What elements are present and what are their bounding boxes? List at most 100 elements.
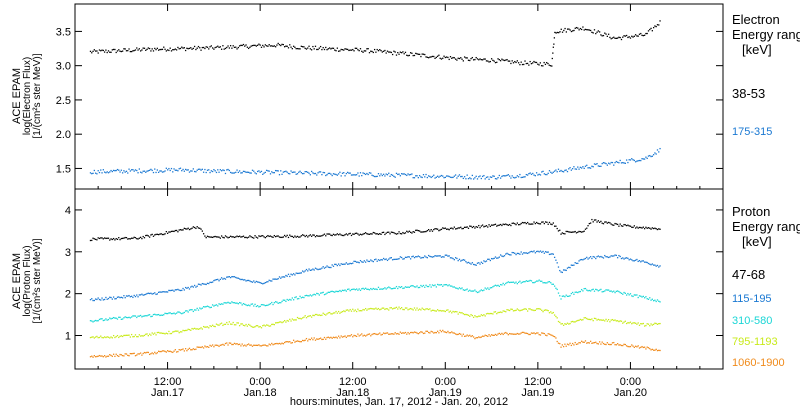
data-point (304, 47, 306, 50)
data-point (390, 51, 392, 54)
data-point (454, 174, 457, 176)
data-point (355, 288, 358, 290)
data-point (481, 175, 484, 178)
data-point (391, 231, 394, 234)
data-point (330, 313, 332, 315)
data-point (148, 333, 151, 335)
data-point (403, 173, 405, 175)
electron-legend-title: Electron (732, 12, 780, 27)
data-point (569, 322, 571, 325)
data-point (497, 284, 499, 287)
data-point (152, 171, 155, 174)
data-point (141, 49, 143, 51)
data-point (173, 290, 175, 292)
data-point (376, 333, 378, 336)
data-point (161, 171, 164, 173)
data-point (145, 171, 147, 173)
data-point (350, 234, 353, 237)
data-point (565, 230, 567, 233)
data-point (244, 170, 246, 173)
data-point (388, 258, 390, 260)
data-point (325, 266, 327, 268)
data-point (553, 37, 556, 39)
data-point (125, 236, 128, 239)
x-tick-label-time: 12:00 (524, 376, 552, 388)
data-point (552, 52, 554, 54)
data-point (244, 325, 246, 327)
data-point (658, 266, 660, 268)
data-point (646, 346, 648, 348)
data-point (451, 227, 453, 229)
data-point (349, 335, 351, 337)
data-point (507, 224, 509, 226)
data-point (520, 61, 522, 63)
data-point (352, 308, 354, 310)
data-point (147, 170, 149, 172)
data-point (429, 284, 431, 286)
data-point (438, 255, 440, 257)
data-point (619, 344, 621, 346)
electron-legend-subtitle: Energy ranges (732, 27, 800, 42)
data-point (591, 31, 593, 33)
data-point (358, 310, 360, 312)
data-point (573, 321, 575, 323)
data-point (125, 353, 128, 355)
data-point (258, 326, 260, 328)
data-point (411, 331, 413, 334)
data-point (399, 175, 401, 177)
data-point (283, 46, 286, 48)
data-point (604, 343, 606, 345)
data-point (456, 177, 458, 179)
data-point (481, 224, 484, 226)
data-point (391, 288, 394, 290)
data-point (409, 52, 412, 54)
data-point (413, 256, 416, 259)
data-point (260, 46, 263, 48)
data-point (463, 335, 466, 337)
data-point (425, 256, 427, 258)
data-point (564, 269, 566, 271)
data-point (192, 348, 194, 350)
data-point (204, 306, 206, 308)
data-point (588, 342, 590, 344)
data-point (340, 263, 342, 265)
data-point (363, 50, 365, 52)
data-point (501, 224, 503, 227)
data-point (271, 45, 273, 47)
data-point (538, 251, 540, 253)
data-point (577, 343, 579, 345)
data-point (415, 52, 417, 55)
data-point (508, 175, 511, 177)
data-point (645, 324, 647, 327)
data-point (170, 332, 173, 335)
data-point (511, 222, 513, 225)
data-point (449, 227, 452, 230)
data-point (272, 344, 274, 346)
data-point (220, 277, 223, 279)
data-point (640, 226, 642, 229)
data-point (499, 254, 502, 256)
data-point (371, 50, 373, 53)
data-point (375, 175, 377, 178)
data-point (397, 308, 399, 310)
data-point (358, 288, 360, 290)
data-point (649, 154, 651, 157)
data-point (442, 285, 444, 287)
data-point (636, 323, 638, 325)
data-point (118, 237, 120, 239)
data-point (528, 333, 530, 336)
data-point (435, 228, 437, 230)
data-point (165, 312, 167, 315)
data-point (480, 336, 482, 338)
data-point (544, 173, 547, 176)
data-point (488, 313, 490, 315)
data-point (97, 237, 99, 239)
data-point (128, 355, 130, 357)
data-point (346, 288, 349, 291)
data-point (103, 355, 106, 357)
data-point (289, 173, 291, 175)
data-point (119, 316, 121, 318)
data-point (641, 227, 643, 229)
data-point (259, 305, 261, 308)
data-point (368, 233, 371, 235)
